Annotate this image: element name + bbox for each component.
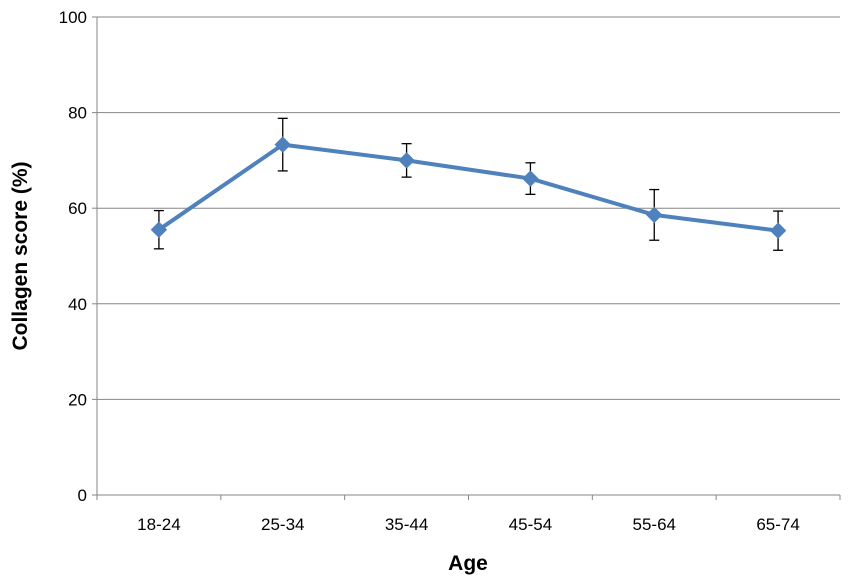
data-point-marker (646, 206, 663, 224)
y-tick-label: 60 (68, 199, 87, 218)
data-point-marker (522, 170, 539, 187)
series-group (150, 117, 787, 251)
x-tick-labels: 18-24 25-34 35-44 45-54 55-64 65-74 (96, 495, 841, 534)
x-tick-label: 18-24 (137, 515, 180, 534)
x-tick-label: 55-64 (633, 515, 676, 534)
series-line (157, 142, 779, 233)
y-tick-label: 100 (59, 8, 87, 27)
y-tick-label: 40 (68, 295, 87, 314)
y-axis-title: Collagen score (%) (9, 161, 32, 350)
x-tick-label: 35-44 (385, 515, 428, 534)
x-tick-label: 45-54 (509, 515, 552, 534)
y-tick-labels: 0 20 40 60 80 100 (59, 8, 87, 505)
axes (96, 17, 840, 496)
x-tick-label: 25-34 (261, 515, 304, 534)
y-tick-label: 80 (68, 104, 87, 123)
y-tick-label: 0 (78, 486, 87, 505)
y-tick-label: 20 (68, 390, 87, 409)
x-tick-label: 65-74 (756, 515, 799, 534)
data-point-marker (769, 222, 787, 239)
x-axis-title: Age (448, 552, 488, 575)
data-point-marker (150, 221, 168, 238)
data-point-marker (398, 152, 415, 169)
gridlines (92, 16, 840, 496)
data-point-marker (274, 136, 291, 153)
